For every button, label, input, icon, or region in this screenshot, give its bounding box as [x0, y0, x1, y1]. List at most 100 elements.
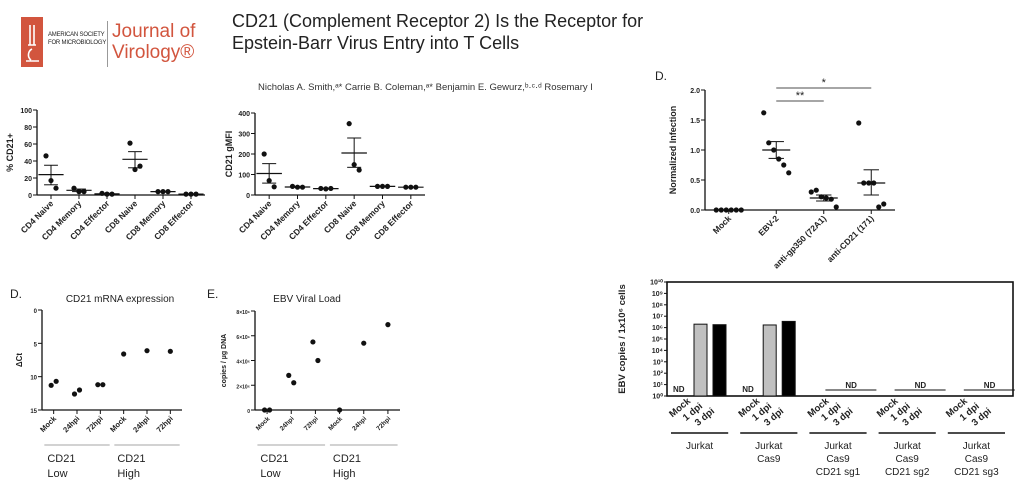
significance-label: * [822, 77, 827, 89]
group-label: Jurkat [755, 441, 782, 452]
x-tick-label: Mock [38, 413, 59, 434]
y-tick-label: 10⁴ [652, 348, 664, 355]
data-point [336, 407, 343, 413]
y-axis-label: % CD21+ [5, 133, 15, 172]
data-point [144, 348, 150, 354]
x-tick-label: 72hpi [303, 415, 320, 432]
data-point [813, 187, 819, 193]
group-label: CD21 [333, 453, 361, 465]
data-point [761, 110, 767, 116]
data-point [833, 204, 839, 210]
data-point [121, 351, 127, 357]
y-tick-label: 10 [30, 376, 37, 382]
data-point [71, 391, 78, 397]
y-axis-label: EBV copies / 1x10⁶ cells [617, 284, 628, 393]
chart-6: 10⁰ 10¹ 10² 10³ 10⁴ 10⁵ 10⁶ 10⁷ 10⁸ 10⁹ 10¹⁰ EBV co… [617, 279, 1015, 478]
y-axis-label: CD21 gMFI [224, 131, 234, 178]
y-tick-label: 8×10⁶ [236, 310, 250, 316]
panel-label: D. [10, 287, 22, 301]
y-tick-label: 2×10⁶ [236, 384, 250, 390]
chart-title: CD21 mRNA expression [66, 294, 174, 305]
x-tick-label: 72hpi [375, 415, 392, 432]
data-point [261, 407, 268, 413]
y-tick-label: 0 [34, 309, 38, 315]
y-tick-label: 300 [238, 132, 250, 139]
y-axis-label: Normalized Infection [668, 106, 678, 195]
chart-5: 0 2×10⁶ 4×10⁶ 6×10⁶ 8×10⁶ copies / µg DNA E. EB… [207, 287, 400, 480]
data-point [856, 120, 862, 126]
group-label: Jurkat [894, 441, 921, 452]
group-label: Jurkat [686, 441, 713, 452]
group-label: CD21 sg2 [885, 467, 930, 478]
group-label: Jurkat [824, 441, 851, 452]
logo-divider [107, 21, 108, 67]
x-tick-label: 24hpi [131, 414, 151, 434]
group-label: Cas9 [826, 454, 850, 465]
y-tick-label: 1.0 [690, 148, 700, 155]
y-tick-label: 0 [28, 193, 32, 200]
chart-3: 0.0 0.5 1.0 1.5 2.0 Normalized Infection D. Moc… [655, 69, 895, 271]
group-label: Cas9 [896, 454, 920, 465]
y-tick-label: 400 [238, 111, 250, 118]
microscope-icon [21, 17, 43, 67]
data-point [781, 162, 787, 168]
data-point [361, 340, 367, 346]
group-label: CD21 sg3 [954, 467, 999, 478]
data-point [266, 407, 273, 413]
bar-3dpi [781, 320, 796, 397]
data-point [291, 380, 297, 386]
data-point [310, 339, 316, 345]
y-tick-label: 10⁵ [652, 337, 663, 344]
data-point [356, 167, 362, 173]
data-point [43, 153, 49, 159]
group-label: CD21 [47, 453, 75, 465]
group-label: Low [260, 468, 280, 480]
group-label: CD21 [260, 453, 288, 465]
y-tick-label: 40 [24, 159, 32, 166]
group-label: High [117, 468, 140, 480]
y-tick-label: 200 [238, 152, 250, 159]
x-tick-label: 24hpi [61, 414, 81, 434]
data-point [808, 189, 814, 195]
y-tick-label: 4×10⁶ [236, 360, 250, 366]
y-tick-label: 10⁰ [652, 393, 663, 401]
data-point [786, 170, 792, 176]
y-axis-label: ΔCt [15, 353, 24, 368]
data-point [261, 151, 267, 157]
y-tick-label: 5 [34, 342, 38, 348]
data-point [271, 184, 277, 190]
group-label: Jurkat [963, 441, 990, 452]
data-point [776, 156, 782, 162]
y-tick-label: 1.5 [690, 118, 700, 125]
group-label: Cas9 [757, 454, 781, 465]
group-label: Cas9 [965, 454, 989, 465]
x-tick-label: Mock [711, 213, 734, 236]
x-tick-label: Mock [327, 415, 344, 432]
data-point [286, 372, 292, 378]
chart-title: EBV Viral Load [273, 294, 341, 305]
x-tick-label: anti-gp350 (72A1) [771, 213, 828, 270]
y-tick-label: 80 [24, 125, 32, 132]
y-tick-label: 10⁶ [652, 325, 663, 332]
x-tick-label: 72hpi [155, 414, 175, 434]
y-tick-label: 6×10⁶ [236, 335, 250, 341]
logo-journal: Journal of Virology® [112, 21, 196, 63]
y-tick-label: 20 [24, 176, 32, 183]
data-point [876, 204, 882, 210]
y-tick-label: 10² [653, 371, 664, 378]
group-label: CD21 [117, 453, 145, 465]
y-tick-label: 15 [30, 409, 37, 415]
data-point [53, 185, 59, 191]
y-tick-label: 10⁸ [652, 302, 663, 309]
nd-label: ND [915, 381, 927, 390]
x-tick-label: Mock [255, 415, 272, 432]
bar-3dpi [712, 324, 727, 397]
data-point [385, 322, 391, 328]
article-authors: Nicholas A. Smith,ᵃ* Carrie B. Coleman,ᵃ… [258, 82, 593, 93]
nd-label: ND [742, 385, 754, 394]
data-point [53, 378, 59, 384]
